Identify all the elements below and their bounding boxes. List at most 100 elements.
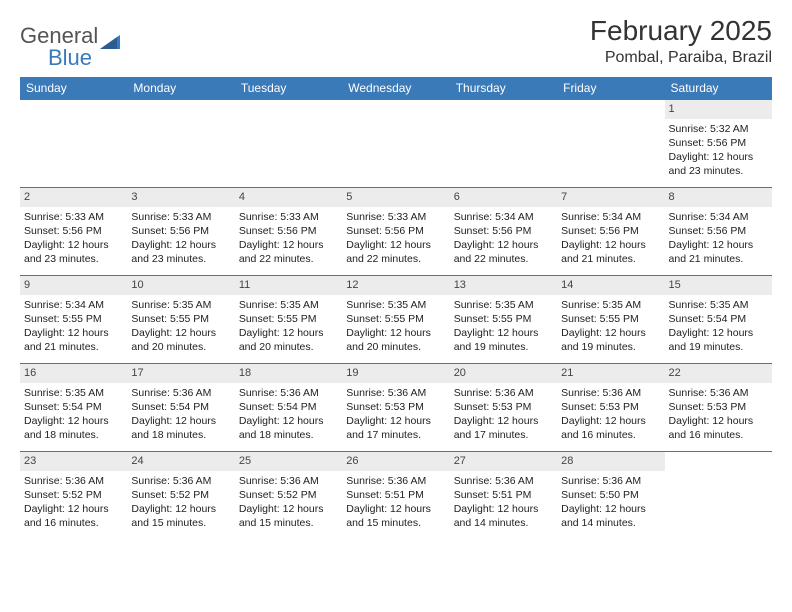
day-header: Sunday [20,77,127,100]
day-number: 27 [450,452,557,471]
day-info-line: Sunset: 5:56 PM [24,224,123,238]
day-info-line: Sunrise: 5:34 AM [24,298,123,312]
day-header: Tuesday [235,77,342,100]
day-info-line: Sunset: 5:56 PM [454,224,553,238]
calendar-day-cell [557,100,664,188]
day-info-line: Sunset: 5:54 PM [24,400,123,414]
calendar-day-cell: 25Sunrise: 5:36 AMSunset: 5:52 PMDayligh… [235,452,342,540]
day-number: 12 [342,276,449,295]
day-info-line: Sunrise: 5:33 AM [346,210,445,224]
calendar-day-cell: 4 Sunrise: 5:33 AMSunset: 5:56 PMDaylight… [235,188,342,276]
day-info-line: Sunset: 5:55 PM [131,312,230,326]
day-number: 9 [20,276,127,295]
day-info-line: Sunset: 5:51 PM [454,488,553,502]
day-info-line: Sunset: 5:51 PM [346,488,445,502]
day-number: 25 [235,452,342,471]
day-info-line: Sunrise: 5:33 AM [239,210,338,224]
day-info-line: Sunrise: 5:36 AM [561,386,660,400]
day-number: 11 [235,276,342,295]
day-number: 20 [450,364,557,383]
day-info-line: Daylight: 12 hours and 15 minutes. [346,502,445,530]
day-info-line: Sunrise: 5:36 AM [131,386,230,400]
day-number: 2 [20,188,127,207]
day-info-line: Daylight: 12 hours and 20 minutes. [346,326,445,354]
day-number: 4 [235,188,342,207]
day-info-line: Sunrise: 5:35 AM [131,298,230,312]
day-info-line: Sunset: 5:53 PM [454,400,553,414]
day-info-line: Daylight: 12 hours and 19 minutes. [561,326,660,354]
day-number: 15 [665,276,772,295]
day-info-line: Sunrise: 5:35 AM [669,298,768,312]
day-number: 13 [450,276,557,295]
day-number: 26 [342,452,449,471]
day-header: Wednesday [342,77,449,100]
day-info-line: Sunset: 5:56 PM [669,224,768,238]
day-info-line: Daylight: 12 hours and 18 minutes. [239,414,338,442]
day-info-line: Sunset: 5:52 PM [24,488,123,502]
calendar-week-row: 23 Sunrise: 5:36 AM Sunset: 5:52 PM Dayligh… [20,452,772,540]
calendar-day-cell: 20Sunrise: 5:36 AMSunset: 5:53 PMDayligh… [450,364,557,452]
day-number: 28 [557,452,664,471]
logo-triangle-icon [100,35,120,49]
day-info-line: Sunrise: 5:36 AM [669,386,768,400]
calendar-week-row: 16Sunrise: 5:35 AMSunset: 5:54 PMDayligh… [20,364,772,452]
calendar-week-row: 2Sunrise: 5:33 AMSunset: 5:56 PMDaylight… [20,188,772,276]
calendar-day-cell: 10Sunrise: 5:35 AMSunset: 5:55 PMDayligh… [127,276,234,364]
day-info-line: Sunset: 5:55 PM [239,312,338,326]
day-info-line: Daylight: 12 hours and 23 minutes. [24,238,123,266]
calendar-day-cell: 18Sunrise: 5:36 AMSunset: 5:54 PMDayligh… [235,364,342,452]
calendar-day-cell: 22Sunrise: 5:36 AMSunset: 5:53 PMDayligh… [665,364,772,452]
calendar-day-cell [342,100,449,188]
calendar-day-cell: 11Sunrise: 5:35 AMSunset: 5:55 PMDayligh… [235,276,342,364]
day-info-line: Sunrise: 5:32 AM [669,122,768,136]
day-info-line: Sunrise: 5:35 AM [24,386,123,400]
day-info-line: Daylight: 12 hours and 23 minutes. [131,238,230,266]
calendar-table: SundayMondayTuesdayWednesdayThursdayFrid… [20,77,772,540]
calendar-body: 1Sunrise: 5:32 AMSunset: 5:56 PMDaylight… [20,100,772,540]
calendar-day-cell: 14Sunrise: 5:35 AMSunset: 5:55 PMDayligh… [557,276,664,364]
day-info-line: Sunrise: 5:36 AM [454,474,553,488]
day-info-line: Sunrise: 5:34 AM [669,210,768,224]
day-info-line: Sunset: 5:56 PM [131,224,230,238]
calendar-day-cell: 23Sunrise: 5:36 AMSunset: 5:52 PMDayligh… [20,452,127,540]
day-number: 18 [235,364,342,383]
calendar-day-cell: 16Sunrise: 5:35 AMSunset: 5:54 PMDayligh… [20,364,127,452]
day-info-line: Sunrise: 5:35 AM [561,298,660,312]
day-header: Thursday [450,77,557,100]
month-title: February 2025 [590,15,772,47]
day-info-line: Sunset: 5:56 PM [669,136,768,150]
day-number: 17 [127,364,234,383]
day-info-line: Sunrise: 5:34 AM [454,210,553,224]
day-info-line: Daylight: 12 hours and 22 minutes. [239,238,338,266]
day-info-line: Sunset: 5:55 PM [24,312,123,326]
calendar-day-cell: 24Sunrise: 5:36 AMSunset: 5:52 PMDayligh… [127,452,234,540]
calendar-day-cell: 7Sunrise: 5:34 AMSunset: 5:56 PMDaylight… [557,188,664,276]
day-info-line: Daylight: 12 hours and 14 minutes. [561,502,660,530]
day-info-line: Daylight: 12 hours and 22 minutes. [454,238,553,266]
day-info-line: Daylight: 12 hours and 15 minutes. [131,502,230,530]
day-number: 10 [127,276,234,295]
day-info-line: Sunset: 5:56 PM [346,224,445,238]
calendar-day-cell: 15Sunrise: 5:35 AMSunset: 5:54 PMDayligh… [665,276,772,364]
day-info-line: Daylight: 12 hours and 15 minutes. [239,502,338,530]
day-header: Monday [127,77,234,100]
calendar-day-cell: 26Sunrise: 5:36 AMSunset: 5:51 PMDayligh… [342,452,449,540]
day-info-line: Sunrise: 5:36 AM [131,474,230,488]
day-number: 6 [450,188,557,207]
calendar-day-cell: 6 Sunrise: 5:34 AMSunset: 5:56 PMDaylight… [450,188,557,276]
day-info-line: Daylight: 12 hours and 14 minutes. [454,502,553,530]
day-number: 23 [20,452,127,471]
day-info-line: Daylight: 12 hours and 18 minutes. [24,414,123,442]
calendar-header-row: SundayMondayTuesdayWednesdayThursdayFrid… [20,77,772,100]
logo: General Blue [20,23,120,71]
calendar-day-cell: 21Sunrise: 5:36 AMSunset: 5:53 PMDayligh… [557,364,664,452]
calendar-day-cell: 13Sunrise: 5:35 AMSunset: 5:55 PMDayligh… [450,276,557,364]
day-info-line: Sunset: 5:56 PM [239,224,338,238]
day-info-line: Sunrise: 5:35 AM [454,298,553,312]
day-info-line: Sunrise: 5:33 AM [24,210,123,224]
day-info-line: Sunset: 5:55 PM [561,312,660,326]
day-info-line: Sunrise: 5:35 AM [239,298,338,312]
day-info-line: Sunset: 5:54 PM [239,400,338,414]
day-info-line: Daylight: 12 hours and 21 minutes. [24,326,123,354]
day-info-line: Daylight: 12 hours and 17 minutes. [346,414,445,442]
